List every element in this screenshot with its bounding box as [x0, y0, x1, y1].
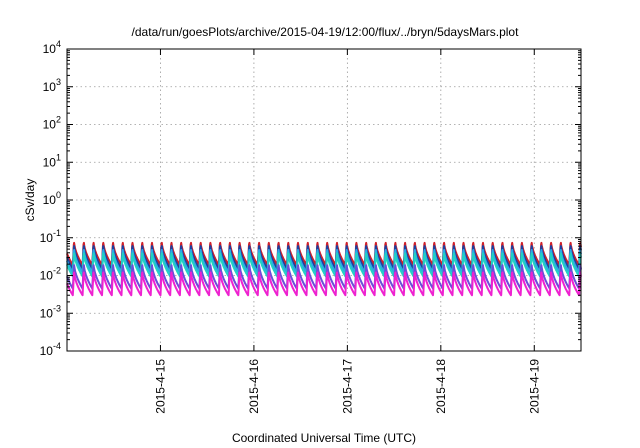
x-tick-label: 2015-4-18 — [434, 359, 448, 414]
x-axis-label: Coordinated Universal Time (UTC) — [232, 431, 416, 445]
plot-frame — [66, 48, 582, 352]
y-tick-label: 101 — [43, 152, 61, 169]
chart-title: /data/run/goesPlots/archive/2015-04-19/1… — [132, 25, 520, 39]
x-tick-label: 2015-4-15 — [153, 359, 167, 414]
grid-lines — [67, 49, 581, 351]
series-line-4 — [66, 252, 582, 278]
y-tick-label: 104 — [43, 39, 61, 56]
series-line-6 — [66, 271, 582, 297]
x-tick-label: 2015-4-19 — [527, 359, 541, 414]
x-tick-label: 2015-4-17 — [340, 359, 354, 414]
series-line-5 — [66, 264, 582, 290]
y-tick-label: 10-2 — [40, 266, 61, 283]
series-lines — [66, 241, 582, 297]
y-tick-label: 100 — [43, 190, 61, 207]
y-axis-label: cSv/day — [23, 179, 37, 222]
y-tick-label: 10-1 — [40, 228, 61, 245]
y-tick-label: 102 — [43, 115, 61, 132]
x-tick-label: 2015-4-16 — [247, 359, 261, 414]
y-tick-label: 10-4 — [40, 341, 61, 358]
y-tick-label: 103 — [43, 77, 61, 94]
y-tick-label: 10-3 — [40, 303, 61, 320]
y-axis-ticks: 10-4 10-3 10-2 10-1 100 101 102 103 104 — [40, 39, 581, 358]
x-axis-ticks: 2015-4-15 2015-4-16 2015-4-17 2015-4-18 2015… — [153, 49, 541, 414]
